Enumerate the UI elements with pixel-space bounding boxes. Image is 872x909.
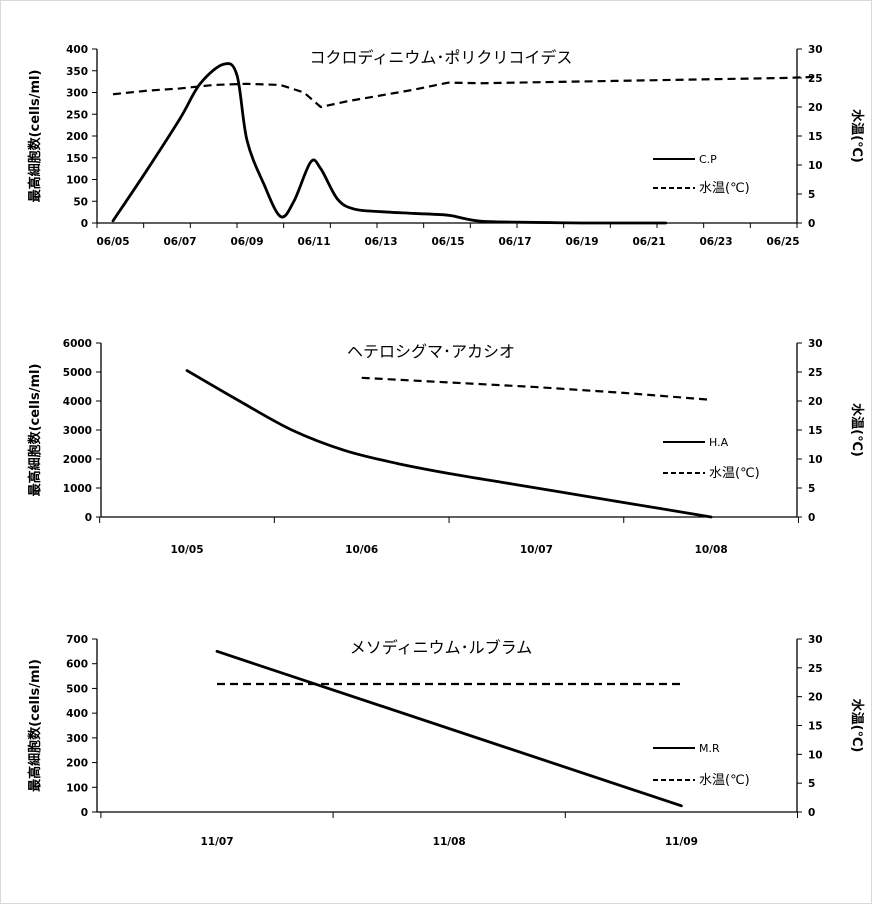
y-tick-label: 500 bbox=[66, 683, 88, 695]
y-tick-label: 3000 bbox=[63, 425, 92, 437]
y2-tick-label: 30 bbox=[808, 44, 823, 56]
x-tick-label: 06/23 bbox=[699, 236, 732, 248]
series-line-water-temp bbox=[361, 376, 712, 401]
y-tick-label: 400 bbox=[66, 708, 88, 720]
y-tick-label: 400 bbox=[66, 44, 88, 56]
y-axis-label: 最高細胞数(cells/ml) bbox=[27, 659, 43, 792]
series-line-water-temp bbox=[112, 75, 817, 109]
y-tick-label: 0 bbox=[81, 807, 88, 819]
y-tick-label: 200 bbox=[66, 131, 88, 143]
y2-tick-label: 5 bbox=[808, 483, 815, 495]
legend-label: M.R bbox=[699, 742, 720, 755]
x-tick-label: 06/17 bbox=[498, 236, 531, 248]
y-tick-label: 600 bbox=[66, 659, 88, 671]
legend-label: 水温(℃) bbox=[699, 773, 750, 788]
y-tick-label: 250 bbox=[66, 109, 88, 121]
x-tick-label: 11/09 bbox=[665, 836, 698, 848]
series-line-cells bbox=[111, 62, 668, 225]
y2-tick-label: 10 bbox=[808, 454, 823, 466]
x-tick-label: 10/08 bbox=[695, 544, 728, 556]
y-axis-label: 最高細胞数(cells/ml) bbox=[27, 364, 43, 497]
y-tick-label: 1000 bbox=[63, 483, 92, 495]
y2-tick-label: 10 bbox=[808, 749, 823, 761]
legend-label: C.P bbox=[699, 153, 717, 166]
series-line-cells bbox=[215, 649, 683, 808]
y2-axis-label: 水温(℃) bbox=[849, 403, 865, 457]
x-tick-label: 06/07 bbox=[163, 236, 196, 248]
y2-tick-label: 5 bbox=[808, 189, 815, 201]
y-tick-label: 100 bbox=[66, 782, 88, 794]
x-tick-label: 11/07 bbox=[200, 836, 233, 848]
y2-tick-label: 30 bbox=[808, 634, 823, 646]
y2-tick-label: 20 bbox=[808, 692, 823, 704]
y-tick-label: 0 bbox=[85, 512, 92, 524]
x-tick-label: 06/21 bbox=[632, 236, 665, 248]
y-tick-label: 300 bbox=[66, 733, 88, 745]
y2-tick-label: 15 bbox=[808, 131, 823, 143]
x-tick-label: 10/05 bbox=[170, 544, 203, 556]
x-tick-label: 06/15 bbox=[431, 236, 464, 248]
x-tick-label: 06/19 bbox=[565, 236, 598, 248]
x-tick-label: 06/09 bbox=[230, 236, 263, 248]
y-tick-label: 5000 bbox=[63, 367, 92, 379]
y2-tick-label: 0 bbox=[808, 512, 815, 524]
y-tick-label: 100 bbox=[66, 175, 88, 187]
chart-title: メソディニウム･ルブラム bbox=[350, 638, 532, 657]
x-tick-label: 06/11 bbox=[297, 236, 330, 248]
y-tick-label: 700 bbox=[66, 634, 88, 646]
y2-tick-label: 0 bbox=[808, 218, 815, 230]
x-tick-label: 06/25 bbox=[766, 236, 799, 248]
series-line-cells bbox=[185, 369, 713, 519]
y-tick-label: 50 bbox=[73, 196, 88, 208]
y-tick-label: 6000 bbox=[63, 338, 92, 350]
y2-tick-label: 15 bbox=[808, 721, 823, 733]
legend-label: H.A bbox=[709, 436, 729, 449]
y2-axis-label: 水温(℃) bbox=[849, 699, 865, 753]
y-tick-label: 4000 bbox=[63, 396, 92, 408]
y2-tick-label: 20 bbox=[808, 396, 823, 408]
x-tick-label: 06/05 bbox=[96, 236, 129, 248]
y2-tick-label: 5 bbox=[808, 778, 815, 790]
y2-tick-label: 25 bbox=[808, 73, 823, 85]
chart-3: 0 100 200 300 400 500 600 700 0 5 10 15 20 25 30 11/07 1… bbox=[27, 634, 865, 848]
chart-1: 0 50 100 150 200 250 300 350 400 0 5 10 15 20 25 30 06/0… bbox=[27, 44, 865, 248]
x-tick-label: 11/08 bbox=[433, 836, 466, 848]
y-tick-label: 300 bbox=[66, 88, 88, 100]
y2-tick-label: 30 bbox=[808, 338, 823, 350]
y2-axis-label: 水温(℃) bbox=[849, 109, 865, 163]
x-tick-label: 10/07 bbox=[520, 544, 553, 556]
x-tick-label: 06/13 bbox=[364, 236, 397, 248]
y-tick-label: 0 bbox=[81, 218, 88, 230]
chart-title: ヘテロシグマ･アカシオ bbox=[347, 342, 515, 361]
y2-tick-label: 0 bbox=[808, 807, 815, 819]
y-tick-label: 200 bbox=[66, 758, 88, 770]
y2-tick-label: 15 bbox=[808, 425, 823, 437]
y-tick-label: 150 bbox=[66, 153, 88, 165]
y-tick-label: 350 bbox=[66, 66, 88, 78]
legend-label: 水温(℃) bbox=[709, 466, 760, 481]
y2-tick-label: 10 bbox=[808, 160, 823, 172]
legend-label: 水温(℃) bbox=[699, 181, 750, 196]
y2-tick-label: 25 bbox=[808, 367, 823, 379]
x-tick-label: 10/06 bbox=[345, 544, 378, 556]
y-tick-label: 2000 bbox=[63, 454, 92, 466]
y2-tick-label: 20 bbox=[808, 102, 823, 114]
y-axis-label: 最高細胞数(cells/ml) bbox=[27, 70, 43, 203]
chart-title: コクロディニウム･ポリクリコイデス bbox=[310, 48, 573, 67]
chart-2: 0 1000 2000 3000 4000 5000 6000 0 5 10 15 20 25 30 10/… bbox=[27, 338, 865, 556]
y2-tick-label: 25 bbox=[808, 663, 823, 675]
